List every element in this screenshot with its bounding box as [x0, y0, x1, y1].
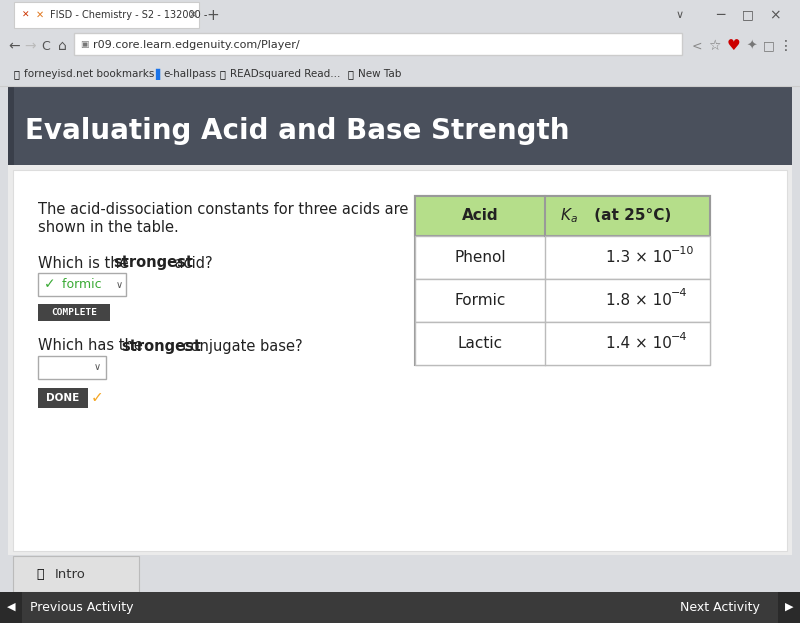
Text: FISD - Chemistry - S2 - 132000 -: FISD - Chemistry - S2 - 132000 - [50, 10, 207, 20]
Text: ▣: ▣ [80, 40, 88, 49]
Text: Intro: Intro [55, 568, 86, 581]
Text: □: □ [742, 9, 754, 22]
Text: Evaluating Acid and Base Strength: Evaluating Acid and Base Strength [25, 117, 570, 145]
Text: New Tab: New Tab [358, 69, 402, 79]
Text: Formic: Formic [454, 293, 506, 308]
FancyBboxPatch shape [8, 87, 14, 165]
Text: ∨: ∨ [94, 363, 101, 373]
Text: →: → [24, 39, 36, 53]
Text: ☆: ☆ [708, 39, 720, 53]
Text: READsquared Read...: READsquared Read... [230, 69, 340, 79]
Text: ∨: ∨ [676, 10, 684, 20]
Text: ✕: ✕ [36, 10, 44, 20]
Text: ✦: ✦ [746, 39, 758, 52]
FancyBboxPatch shape [13, 556, 139, 592]
FancyBboxPatch shape [0, 592, 800, 623]
Text: −4: −4 [670, 288, 687, 298]
Text: Previous Activity: Previous Activity [30, 601, 134, 614]
FancyBboxPatch shape [415, 279, 710, 322]
Text: 🔊: 🔊 [36, 568, 44, 581]
FancyBboxPatch shape [38, 356, 106, 379]
FancyBboxPatch shape [8, 87, 792, 165]
Text: C: C [42, 39, 50, 52]
Text: ✓: ✓ [90, 391, 103, 406]
Text: ∨: ∨ [115, 280, 122, 290]
Text: +: + [206, 7, 219, 22]
Text: ⋮: ⋮ [779, 39, 793, 53]
Text: ×: × [769, 8, 781, 22]
FancyBboxPatch shape [778, 592, 800, 623]
FancyBboxPatch shape [415, 236, 710, 279]
Text: 📋: 📋 [220, 69, 226, 79]
FancyBboxPatch shape [0, 30, 800, 62]
Text: 1.3 × 10: 1.3 × 10 [606, 250, 671, 265]
FancyBboxPatch shape [14, 2, 199, 28]
Text: e-hallpass: e-hallpass [163, 69, 216, 79]
FancyBboxPatch shape [38, 273, 126, 296]
FancyBboxPatch shape [74, 33, 682, 55]
Text: ▌: ▌ [155, 69, 163, 80]
FancyBboxPatch shape [415, 322, 710, 365]
Text: strongest: strongest [113, 255, 193, 270]
Text: □: □ [763, 39, 775, 52]
Text: (at 25°C): (at 25°C) [589, 209, 671, 224]
Text: ▶: ▶ [785, 602, 794, 612]
Text: 1.4 × 10: 1.4 × 10 [606, 336, 671, 351]
Text: formic: formic [58, 278, 102, 291]
FancyBboxPatch shape [0, 0, 800, 30]
Text: ×: × [188, 9, 198, 22]
FancyBboxPatch shape [415, 196, 710, 365]
Text: ♥: ♥ [726, 39, 740, 54]
FancyBboxPatch shape [415, 196, 710, 236]
FancyBboxPatch shape [0, 62, 800, 86]
Text: ←: ← [8, 39, 20, 53]
Text: ✕: ✕ [22, 11, 30, 19]
FancyBboxPatch shape [13, 170, 787, 551]
FancyBboxPatch shape [8, 165, 792, 555]
Text: Phenol: Phenol [454, 250, 506, 265]
Text: ◀: ◀ [6, 602, 15, 612]
Text: −4: −4 [670, 331, 687, 341]
Text: ⌂: ⌂ [58, 39, 66, 53]
Text: strongest: strongest [121, 338, 201, 353]
Text: ✓: ✓ [44, 277, 56, 292]
Text: Which is the: Which is the [38, 255, 134, 270]
Text: conjugate base?: conjugate base? [178, 338, 302, 353]
Text: 🌐: 🌐 [348, 69, 354, 79]
Text: $K_a$: $K_a$ [560, 207, 578, 226]
Text: DONE: DONE [46, 393, 80, 403]
Text: Lactic: Lactic [458, 336, 502, 351]
FancyBboxPatch shape [0, 592, 22, 623]
Text: Which has the: Which has the [38, 338, 147, 353]
Text: 1.8 × 10: 1.8 × 10 [606, 293, 671, 308]
Text: r09.core.learn.edgenuity.com/Player/: r09.core.learn.edgenuity.com/Player/ [93, 39, 300, 49]
Text: The acid-dissociation constants for three acids are: The acid-dissociation constants for thre… [38, 202, 408, 217]
Text: ─: ─ [716, 8, 724, 22]
Text: acid?: acid? [170, 255, 213, 270]
Text: forneyisd.net bookmarks: forneyisd.net bookmarks [24, 69, 154, 79]
Text: <: < [692, 39, 702, 52]
Text: 📋: 📋 [14, 69, 20, 79]
Text: Next Activity: Next Activity [680, 601, 760, 614]
Text: Acid: Acid [462, 209, 498, 224]
Text: shown in the table.: shown in the table. [38, 221, 178, 235]
Text: −10: −10 [670, 245, 694, 255]
FancyBboxPatch shape [38, 304, 110, 321]
FancyBboxPatch shape [38, 388, 88, 408]
Text: COMPLETE: COMPLETE [51, 308, 97, 317]
